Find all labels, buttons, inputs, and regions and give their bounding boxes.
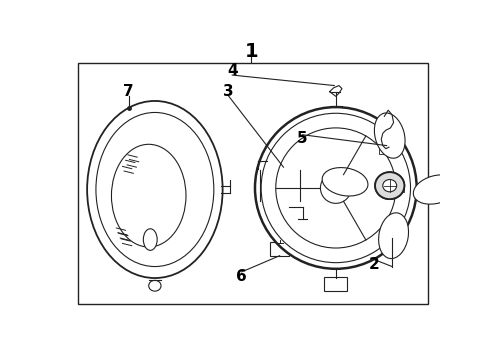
Ellipse shape [96,112,214,266]
Ellipse shape [260,167,300,204]
Ellipse shape [149,280,161,291]
Ellipse shape [375,172,404,199]
Text: 6: 6 [236,269,247,284]
Text: 7: 7 [123,84,134,99]
Circle shape [261,113,411,263]
FancyBboxPatch shape [270,242,289,256]
Text: 5: 5 [297,131,307,146]
Ellipse shape [260,165,300,176]
FancyBboxPatch shape [379,145,393,154]
Ellipse shape [143,229,157,250]
Ellipse shape [322,167,368,196]
Circle shape [320,172,351,203]
Text: 3: 3 [223,84,234,99]
Ellipse shape [383,180,397,192]
Text: 1: 1 [245,42,258,61]
FancyBboxPatch shape [396,184,404,192]
Ellipse shape [111,144,186,247]
Ellipse shape [414,175,459,204]
Ellipse shape [300,220,308,226]
Text: 4: 4 [227,63,238,78]
Ellipse shape [375,172,404,199]
Circle shape [276,128,396,248]
Ellipse shape [379,213,409,258]
FancyBboxPatch shape [324,277,347,291]
Bar [77,63,428,304]
Ellipse shape [383,180,397,192]
Ellipse shape [374,113,405,158]
Ellipse shape [87,101,222,278]
Text: 2: 2 [368,257,379,273]
Circle shape [255,107,416,269]
